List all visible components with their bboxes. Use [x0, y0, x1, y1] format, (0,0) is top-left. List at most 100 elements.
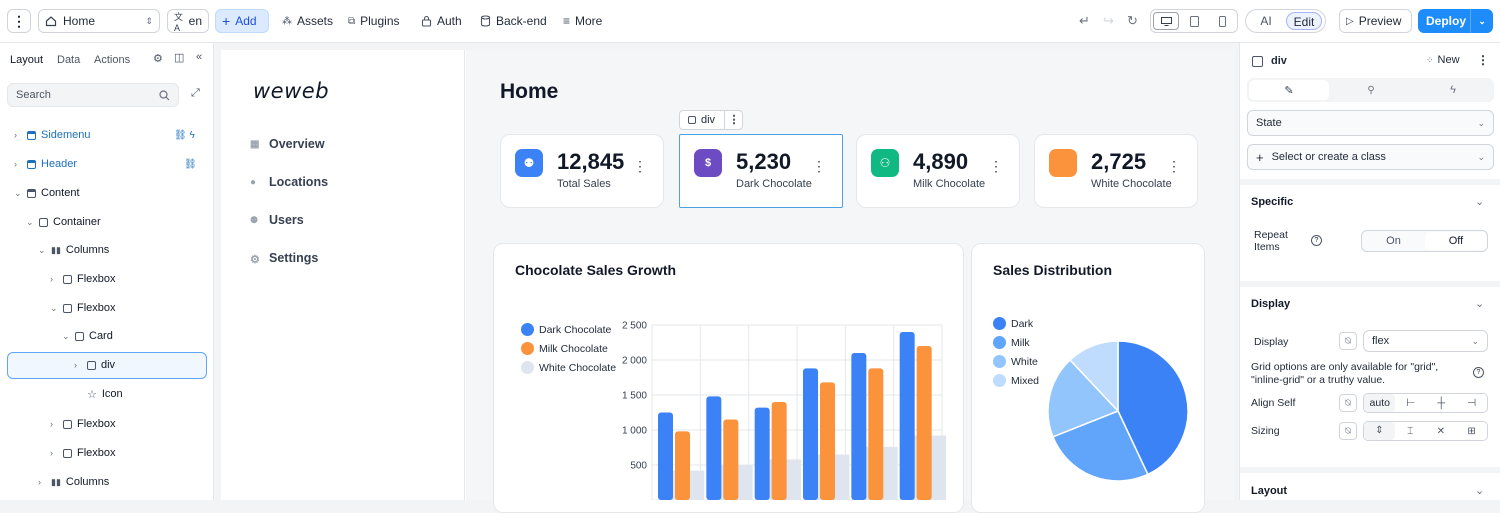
tab-actions[interactable]: Actions [94, 54, 131, 66]
help-icon[interactable]: ? [1311, 235, 1322, 246]
close-icon[interactable]: ✕ [1436, 425, 1446, 437]
mobile-icon[interactable] [1209, 12, 1235, 30]
tablet-icon[interactable] [1181, 12, 1207, 30]
tree-item-container[interactable]: ⌄ Container [26, 210, 101, 234]
chevron-down-icon[interactable]: ⌄ [1475, 485, 1485, 497]
search-input[interactable]: Search [16, 89, 51, 101]
tree-item-flexbox[interactable]: ⌄ Flexbox [50, 296, 116, 320]
tab-settings[interactable]: ⚲ [1331, 80, 1411, 100]
add-button[interactable]: + Add [215, 9, 269, 33]
legend-item[interactable]: Milk [993, 336, 1030, 349]
kebab-icon[interactable]: ⋮ [633, 158, 647, 174]
unbind-icon[interactable]: ⍉ [1339, 394, 1357, 412]
bar-milk-chocolate[interactable] [675, 431, 690, 500]
preview-button[interactable]: ▷ Preview [1339, 9, 1412, 33]
auth-button[interactable]: Auth [415, 9, 468, 33]
legend-item[interactable]: Dark Chocolate [521, 323, 611, 336]
redo-icon[interactable]: ↪ [1103, 13, 1114, 28]
refresh-icon[interactable]: ↻ [1127, 13, 1138, 28]
bar-dark-chocolate[interactable] [803, 368, 818, 500]
nav-overview[interactable]: ▦ Overview [250, 137, 325, 151]
tree-item-flexbox[interactable]: › Flexbox [50, 267, 116, 291]
page-select[interactable]: Home ⇕ [38, 9, 160, 33]
plugins-button[interactable]: ⧉ Plugins [342, 9, 406, 33]
stat-card-white-chocolate[interactable]: 2,725 White Chocolate ⋮ [1034, 134, 1198, 208]
bar-dark-chocolate[interactable] [754, 407, 770, 500]
bar-milk-chocolate[interactable] [916, 346, 932, 500]
bar-milk-chocolate[interactable] [771, 402, 787, 500]
bar-dark-chocolate[interactable] [899, 332, 915, 500]
more-button[interactable]: ≡ More [557, 9, 608, 33]
nav-users[interactable]: ⚉ Users [250, 213, 304, 227]
pie-slice-mixed[interactable] [1069, 340, 1119, 413]
legend-item[interactable]: Milk Chocolate [521, 342, 608, 355]
class-select[interactable]: + Select or create a class ⌄ [1247, 144, 1494, 170]
tab-style[interactable]: ✎ [1249, 80, 1329, 100]
bar-milk-chocolate[interactable] [820, 382, 835, 500]
tree-item-div[interactable]: › div [74, 353, 115, 377]
stat-card-total-sales[interactable]: ⚉ 12,845 Total Sales ⋮ [500, 134, 664, 208]
kebab-icon[interactable]: ⋮ [812, 158, 826, 174]
panel-layout-icon[interactable]: ◫ [174, 52, 185, 64]
undo-icon[interactable]: ↵ [1079, 13, 1090, 28]
stat-card-dark-chocolate[interactable]: $ 5,230 Dark Chocolate ⋮ [679, 134, 843, 208]
mode-ai[interactable]: AI [1260, 14, 1272, 28]
align-end-icon[interactable]: ⊣ [1467, 397, 1477, 409]
unbind-icon[interactable]: ⍉ [1339, 332, 1357, 350]
pie-slice-dark[interactable] [1117, 340, 1189, 476]
tree-item-columns[interactable]: › ▮▮ Columns [38, 470, 109, 494]
layers-search[interactable]: Search [7, 83, 179, 107]
desktop-icon[interactable] [1153, 12, 1179, 30]
legend-item[interactable]: Mixed [993, 374, 1039, 387]
expand-icon[interactable]: ⤢ [191, 87, 200, 99]
language-button[interactable]: 文A en [167, 9, 209, 33]
display-select[interactable]: flex ⌄ [1363, 330, 1488, 352]
main-menu-button[interactable]: ⋮ [7, 9, 31, 33]
deploy-button[interactable]: Deploy ⌄ [1418, 9, 1493, 33]
kebab-icon[interactable]: ⋮ [1167, 158, 1181, 174]
tree-item-sidemenu[interactable]: › Sidemenu ⛓ ϟ [14, 123, 195, 147]
backend-button[interactable]: Back-end [474, 9, 553, 33]
tree-item-content[interactable]: ⌄ Content [14, 181, 80, 205]
tab-data[interactable]: Data [57, 54, 81, 66]
bar-dark-chocolate[interactable] [851, 353, 867, 500]
tab-workflows[interactable]: ϟ [1413, 80, 1493, 100]
grid-icon[interactable]: ⊞ [1467, 425, 1476, 437]
bar-milk-chocolate[interactable] [868, 368, 884, 500]
bar-milk-chocolate[interactable] [723, 419, 739, 501]
bar-dark-chocolate[interactable] [706, 396, 722, 500]
align-center-icon[interactable]: ┼ [1437, 397, 1445, 409]
unbind-icon[interactable]: ⍉ [1339, 422, 1357, 440]
collapse-icon[interactable]: « [196, 51, 203, 63]
pie-slice-white[interactable] [1047, 358, 1120, 438]
grow-icon[interactable]: ⌶ [1407, 425, 1414, 437]
chevron-down-icon[interactable]: ⌄ [1475, 298, 1485, 310]
align-auto[interactable]: auto [1364, 394, 1396, 412]
tab-layout[interactable]: Layout [10, 54, 44, 66]
chevron-down-icon[interactable]: ⌄ [1475, 196, 1485, 208]
tree-item-columns[interactable]: ⌄ ▮▮ Columns [38, 238, 109, 262]
tree-item-flexbox[interactable]: › Flexbox [50, 412, 116, 436]
toggle-off[interactable]: Off [1425, 232, 1487, 250]
toggle-on[interactable]: On [1386, 235, 1401, 247]
nav-settings[interactable]: ⚙ Settings [250, 251, 318, 266]
chevron-down-icon[interactable]: ⌄ [1478, 15, 1486, 26]
tree-item-icon[interactable]: ☆ Icon [74, 382, 123, 406]
stat-card-milk-chocolate[interactable]: ⚇ 4,890 Milk Chocolate ⋮ [856, 134, 1020, 208]
selection-tag[interactable]: div ⋮ [679, 110, 743, 130]
new-button[interactable]: ⁘ New [1426, 54, 1460, 66]
kebab-icon[interactable]: ⋮ [724, 111, 743, 129]
tree-item-flexbox[interactable]: › Flexbox [50, 441, 116, 465]
nav-locations[interactable]: ● Locations [250, 175, 328, 189]
state-select[interactable]: State ⌄ [1247, 110, 1494, 136]
tree-item-card[interactable]: ⌄ Card [62, 324, 113, 348]
tree-item-header[interactable]: › Header ⛓ [14, 152, 197, 176]
align-start-icon[interactable]: ⊢ [1406, 397, 1416, 409]
help-icon[interactable]: ? [1473, 367, 1484, 378]
shrink-icon[interactable]: ⇕ [1364, 422, 1395, 440]
legend-item[interactable]: White Chocolate [521, 361, 616, 374]
assets-button[interactable]: ⁂ Assets [276, 9, 339, 33]
legend-item[interactable]: White [993, 355, 1038, 368]
pie-slice-milk[interactable] [1051, 410, 1149, 482]
kebab-icon[interactable]: ⋮ [1477, 53, 1489, 67]
